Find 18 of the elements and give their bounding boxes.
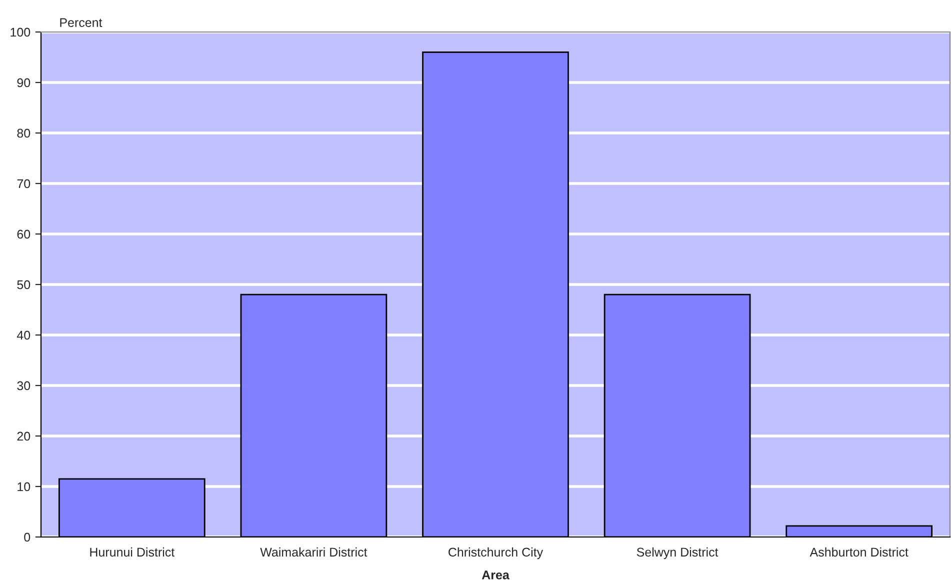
y-tick-label: 10 [18,482,30,492]
x-tick-label: Selwyn District [636,547,718,560]
x-tick-label: Christchurch City [448,547,544,560]
y-tick-label: 20 [17,432,30,441]
y-tick-label: 70 [17,179,30,188]
y-tick-label: 30 [17,381,30,390]
y-tick-label: 50 [17,280,30,290]
x-tick-label: Waimakariri District [260,547,368,557]
x-axis-title: Area [482,570,510,580]
y-axis-title: Percent [60,18,102,28]
y-tick-label: 80 [17,128,30,138]
y-tick-label: 40 [16,330,30,340]
y-tick-label: 100 [10,28,30,37]
y-tick-label: 60 [17,230,30,239]
x-tick-label: Ashburton District [810,547,908,557]
y-tick-label: 0 [24,532,30,542]
x-tick-label: Hurunui District [90,547,175,557]
y-tick-label: 90 [17,78,30,88]
